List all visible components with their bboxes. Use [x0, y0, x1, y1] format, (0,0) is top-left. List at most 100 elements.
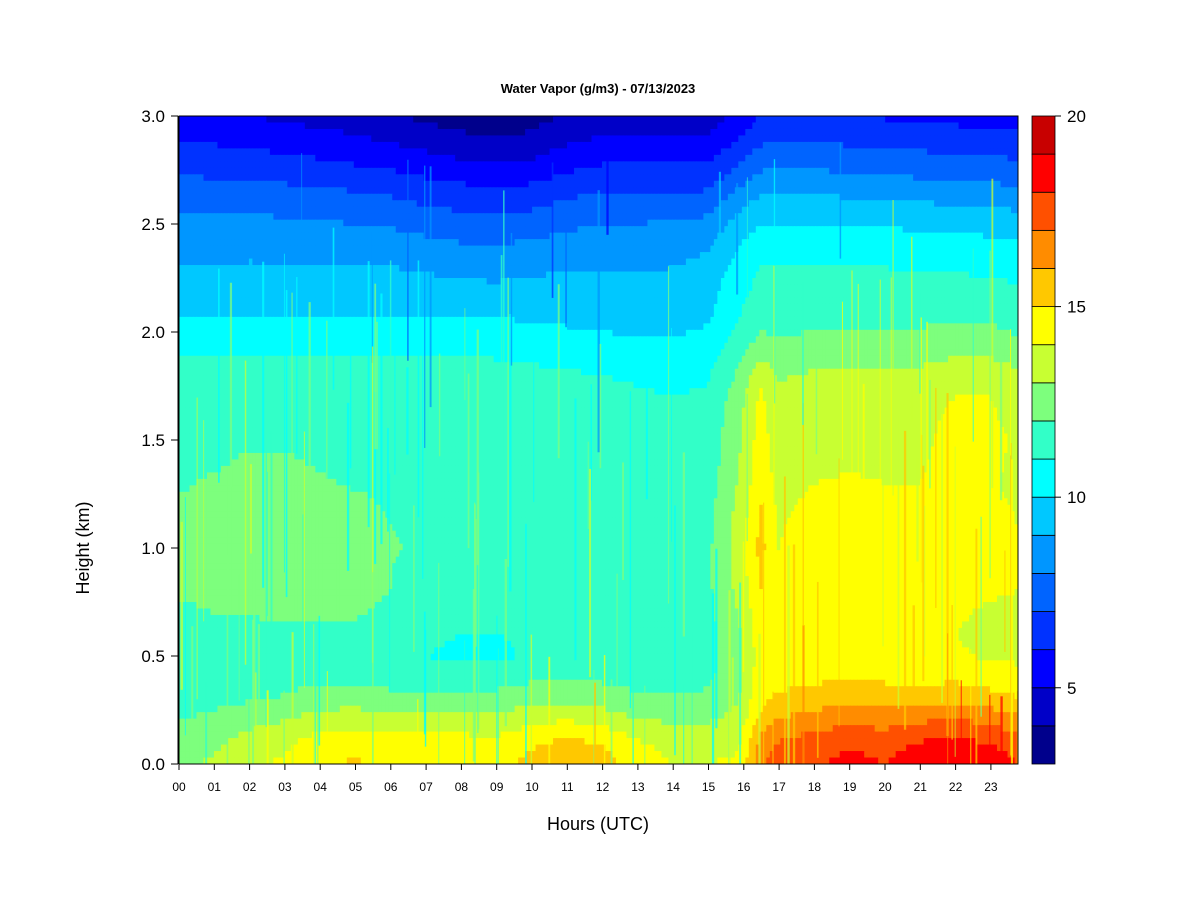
heatmap-cell [329, 161, 334, 169]
heatmap-cell [874, 141, 879, 149]
heatmap-cell [455, 219, 460, 227]
heatmap-cell [336, 206, 341, 214]
heatmap-cell [535, 161, 540, 169]
heatmap-cell [479, 122, 484, 130]
heatmap-cell [608, 187, 614, 195]
heatmap-cell [650, 213, 656, 221]
heatmap-cell [287, 128, 292, 137]
heatmap-cell [804, 239, 809, 247]
heatmap-cell [521, 148, 526, 156]
heatmap-cell [343, 232, 348, 240]
heatmap-cell [434, 206, 439, 214]
heatmap-cell [801, 154, 806, 162]
heatmap-cell [535, 232, 540, 240]
heatmap-cell [850, 148, 855, 156]
heatmap-cell [759, 141, 764, 149]
heatmap-cell [182, 245, 187, 253]
heatmap-cell [290, 206, 295, 214]
heatmap-cell [388, 219, 393, 227]
heatmap-cell [944, 161, 949, 169]
heatmap-cell [483, 128, 488, 137]
heatmap-cell [385, 213, 390, 221]
heatmap-cell [874, 180, 879, 188]
heatmap-cell [486, 161, 491, 169]
heatmap-cell [738, 187, 743, 195]
heatmap-cell [766, 180, 771, 188]
heatmap-cell [885, 161, 890, 169]
heatmap-cell [696, 167, 701, 175]
heatmap-cell [731, 193, 736, 201]
heatmap-cell [276, 239, 281, 247]
heatmap-cell [423, 167, 428, 175]
heatmap-cell [934, 135, 939, 143]
heatmap-cell [395, 187, 400, 195]
heatmap-cell [972, 116, 977, 124]
heatmap-cell [853, 128, 858, 137]
heatmap-cell [850, 154, 855, 162]
heatmap-cell [923, 174, 928, 182]
heatmap-cell [990, 141, 995, 149]
heatmap-cell [437, 128, 442, 137]
heatmap-cell [514, 174, 519, 182]
heatmap-cell [892, 226, 897, 234]
heatmap-cell [888, 219, 893, 227]
heatmap-cell [766, 226, 771, 234]
heatmap-cell [811, 116, 816, 124]
heatmap-cell [657, 200, 663, 208]
heatmap-cell [290, 135, 295, 143]
heatmap-cell [622, 239, 628, 247]
heatmap-cell [825, 161, 830, 169]
heatmap-cell [483, 180, 488, 188]
heatmap-cell [913, 193, 918, 201]
heatmap-cell [581, 245, 586, 253]
heatmap-cell [629, 148, 635, 156]
heatmap-cell [787, 161, 792, 169]
heatmap-cell [682, 193, 687, 201]
heatmap-cell [297, 219, 302, 227]
heatmap-cell [825, 116, 830, 124]
heatmap-cell [458, 206, 463, 214]
heatmap-cell [490, 161, 495, 169]
heatmap-cell [657, 232, 663, 240]
heatmap-cell [185, 154, 191, 162]
heatmap-cell [965, 193, 970, 201]
heatmap-cell [682, 213, 687, 221]
heatmap-cell [196, 213, 201, 221]
heatmap-cell [490, 141, 495, 149]
heatmap-cell [224, 239, 229, 247]
heatmap-cell [451, 116, 456, 124]
heatmap-cell [818, 245, 823, 253]
heatmap-cell [287, 135, 292, 143]
heatmap-cell [773, 187, 778, 195]
heatmap-cell [192, 167, 198, 175]
heatmap-cell [434, 122, 439, 130]
heatmap-cell [759, 200, 764, 208]
heatmap-cell [675, 141, 680, 149]
heatmap-cell [762, 128, 767, 137]
heatmap-cell [643, 122, 649, 130]
heatmap-cell [881, 148, 886, 156]
heatmap-cell [951, 174, 956, 182]
heatmap-cell [951, 135, 956, 143]
heatmap-cell [962, 206, 967, 214]
heatmap-cell [444, 122, 449, 130]
heatmap-cell [839, 200, 844, 208]
heatmap-cell [434, 239, 439, 247]
heatmap-cell [839, 122, 844, 130]
heatmap-cell [280, 167, 285, 175]
heatmap-cell [206, 180, 212, 188]
heatmap-cell [374, 135, 379, 143]
heatmap-cell [248, 128, 254, 137]
heatmap-cell [511, 245, 516, 253]
heatmap-cell [801, 232, 806, 240]
heatmap-cell [588, 161, 593, 169]
heatmap-cell [738, 193, 743, 201]
heatmap-cell [560, 148, 565, 156]
heatmap-cell [301, 226, 306, 234]
heatmap-cell [1007, 167, 1012, 175]
heatmap-cell [748, 180, 753, 188]
heatmap-cell [685, 154, 690, 162]
heatmap-cell [731, 213, 736, 221]
heatmap-cell [647, 141, 652, 149]
heatmap-cell [962, 135, 967, 143]
